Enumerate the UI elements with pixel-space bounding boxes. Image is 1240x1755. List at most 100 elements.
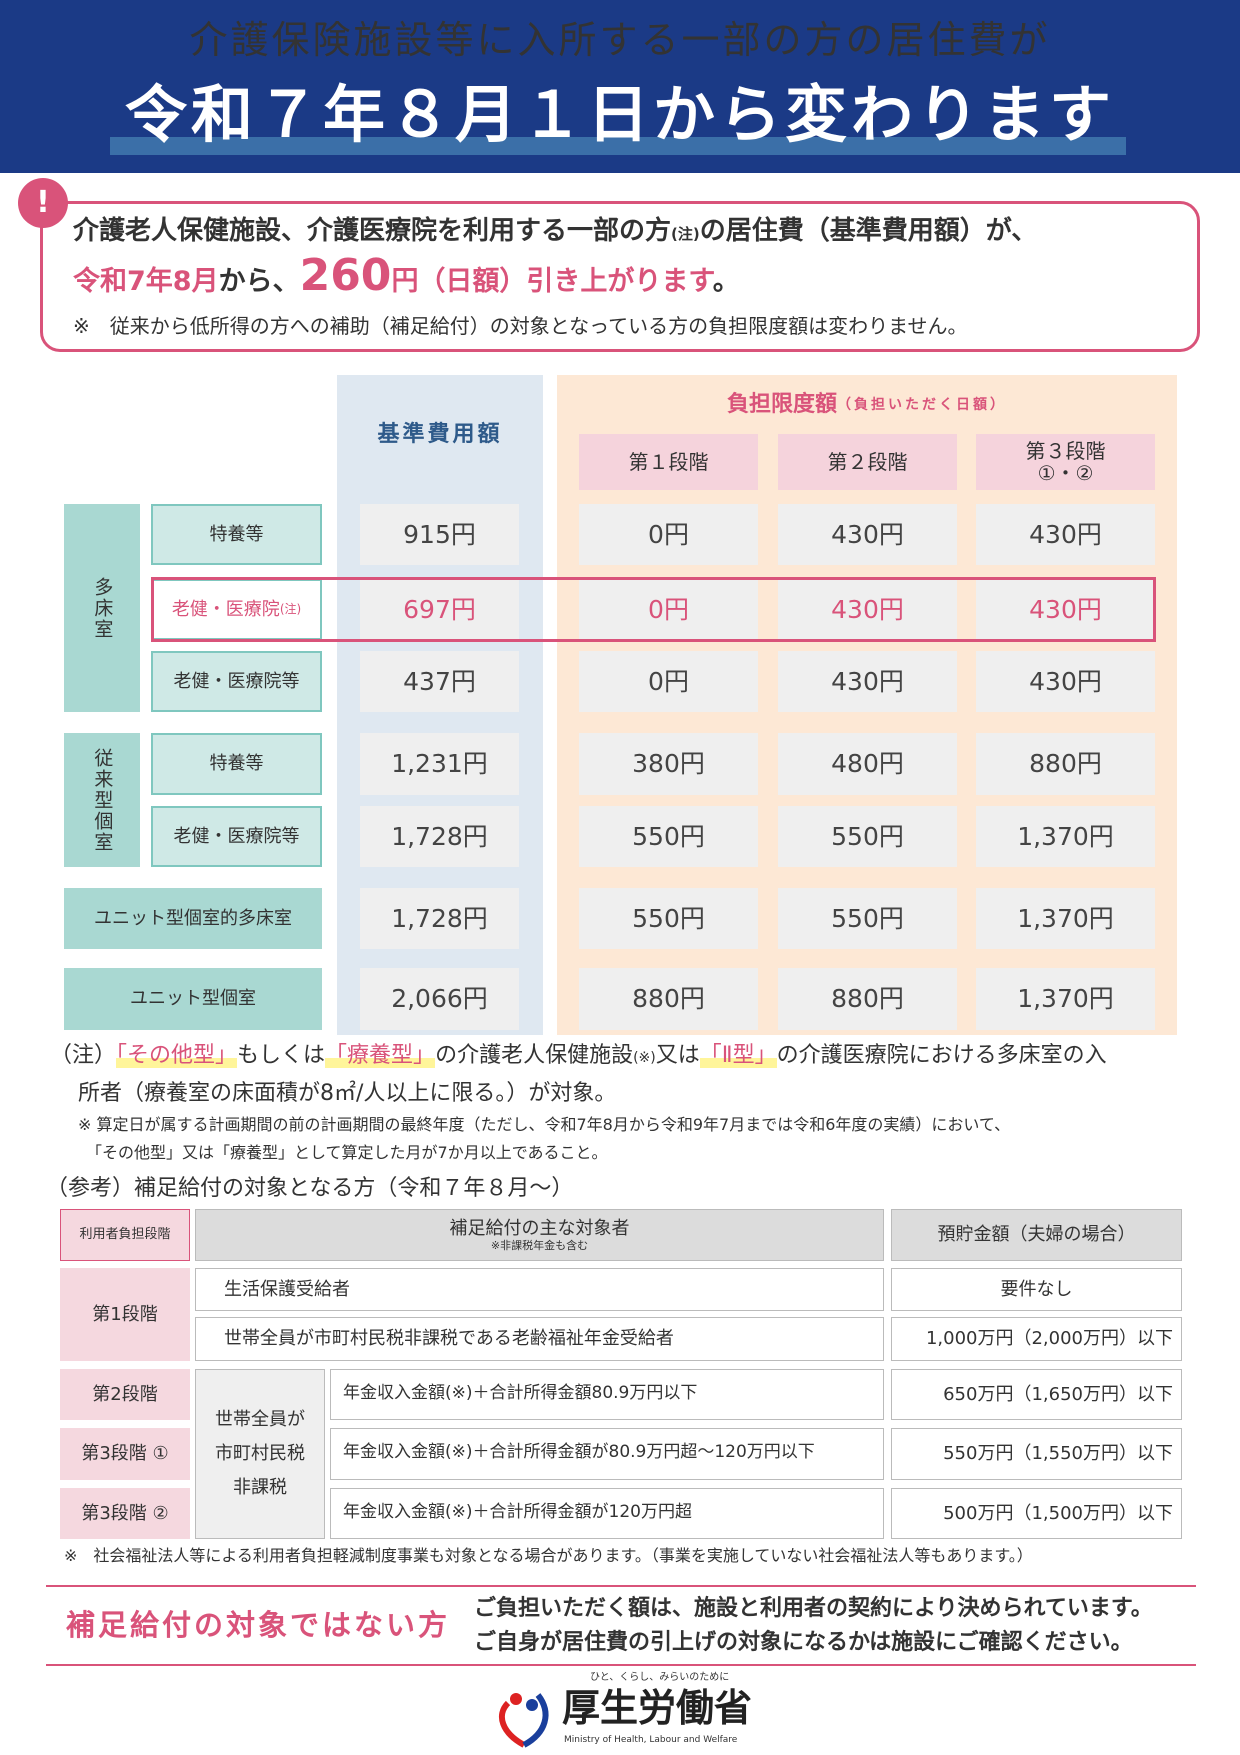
stage-2-header: 第２段階	[778, 434, 957, 490]
stage2-cell: 480円	[778, 733, 957, 795]
divider-bottom	[46, 1664, 1196, 1666]
header-line2: 令和７年８月１日から変わります	[124, 78, 1115, 151]
stage3-cell: 430円	[976, 651, 1155, 712]
base-cost-cell: 697円	[360, 579, 519, 640]
row-label: 老健・医療院等	[151, 651, 322, 712]
stage1-cell: 880円	[579, 968, 758, 1030]
stage-1-header: 第１段階	[579, 434, 758, 490]
alert-text: の居住費（基準費用額）が、	[699, 216, 1038, 246]
stage2-cell: 430円	[778, 651, 957, 712]
stage3b-label: 第3段階 ②	[60, 1488, 190, 1539]
row-label: 特養等	[151, 504, 322, 565]
base-cost-cell: 437円	[360, 651, 519, 712]
r2: 世帯全員が市町村民税非課税である老齢福祉年金受給者	[195, 1317, 884, 1361]
row-label-text: 老健・医療院等	[173, 825, 300, 847]
alert-text: 。	[712, 266, 740, 297]
header-line1: 介護保険施設等に入所する一部の方の居住費が	[189, 18, 1051, 62]
alert-note: ※ 従来から低所得の方への補助（補足給付）の対象となっている方の負担限度額は変わ…	[73, 314, 968, 338]
group-private-room: 従来型個室	[64, 733, 140, 867]
reference-title: （参考）補足給付の対象となる方（令和７年８月～）	[46, 1176, 574, 1201]
stage1-cell: 0円	[579, 504, 758, 565]
stage1-label: 第1段階	[60, 1268, 190, 1361]
base-header: 基準費用額	[377, 421, 503, 447]
r4-savings: 550万円（1,550万円）以下	[891, 1428, 1182, 1480]
r5: 年金収入金額(※)＋合計所得金額が120万円超	[330, 1488, 884, 1539]
stage2-label: 第2段階	[60, 1369, 190, 1420]
divider-top	[46, 1585, 1196, 1587]
stage2-cell: 550円	[778, 806, 957, 867]
row-label-text: 特養等	[209, 523, 264, 545]
header-underline	[110, 137, 1126, 155]
r3-savings: 650万円（1,650万円）以下	[891, 1369, 1182, 1420]
alert-box: 介護老人保健施設、介護医療院を利用する一部の方(注)の居住費（基準費用額）が、 …	[40, 201, 1200, 352]
row-label: ユニット型個室的多床室	[64, 888, 322, 949]
t: もしくは	[237, 1043, 326, 1068]
t: の介護医療院における多床室の入	[776, 1043, 1107, 1068]
r1: 生活保護受給者	[195, 1268, 884, 1311]
t: (※)	[633, 1050, 656, 1066]
stage1-cell: 550円	[579, 806, 758, 867]
exclamation-icon: !	[18, 178, 68, 228]
row-label-text: 特養等	[209, 753, 264, 775]
h-target-title: 補足給付の主な対象者	[449, 1217, 630, 1239]
alert-line1: 介護老人保健施設、介護医療院を利用する一部の方(注)の居住費（基準費用額）が、	[73, 216, 1037, 247]
h-stage: 利用者負担段階	[60, 1209, 190, 1261]
r4: 年金収入金額(※)＋合計所得金額が80.9万円超～120万円以下	[330, 1428, 884, 1480]
row-label: 老健・医療院 (注)	[151, 579, 322, 640]
stage1-cell: 0円	[579, 579, 758, 640]
logo-name: 厚生労働省	[562, 1686, 753, 1730]
row-label-text: 老健・医療院等	[173, 670, 300, 692]
logo-tagline: ひと、くらし、みらいのために	[590, 1672, 730, 1683]
alert-text: から、	[218, 266, 300, 297]
common-condition: 世帯全員が 市町村民税 非課税	[195, 1369, 325, 1539]
row-label-text: ユニット型個室	[130, 988, 256, 1010]
group-multi-bed: 多床室	[64, 504, 140, 712]
ref-footnote: ※ 社会福祉法人等による利用者負担軽減制度事業も対象となる場合があります。（事業…	[64, 1546, 1033, 1565]
type-other: 「その他型」	[116, 1043, 238, 1068]
alert-text: 円（日額）引き上がります	[391, 266, 713, 297]
stage3-cell: 430円	[976, 504, 1155, 565]
r3: 年金収入金額(※)＋合計所得金額80.9万円以下	[330, 1369, 884, 1420]
type-2: 「Ⅱ型」	[699, 1043, 777, 1068]
stage1-cell: 0円	[579, 651, 758, 712]
base-cost-cell: 915円	[360, 504, 519, 565]
stage3-cell: 1,370円	[976, 806, 1155, 867]
not-eligible-line2: ご自身が居住費の引上げの対象になるかは施設にご確認ください。	[474, 1630, 1133, 1655]
note-mark: (注)	[671, 225, 700, 243]
t: （注）	[50, 1043, 117, 1068]
base-cost-cell: 1,728円	[360, 888, 519, 949]
not-eligible-title: 補足給付の対象ではない方	[66, 1608, 451, 1642]
note-3: ※ 算定日が属する計画期間の前の計画期間の最終年度（ただし、令和7年8月から令和…	[78, 1115, 1011, 1134]
h-savings: 預貯金額（夫婦の場合）	[891, 1209, 1182, 1261]
note-4: 「その他型」又は「療養型」として算定した月が7か月以上であること。	[86, 1143, 608, 1162]
alert-line2: 令和7年8月から、260円（日額）引き上がります。	[73, 254, 740, 306]
stage2-cell: 550円	[778, 888, 957, 949]
stage2-cell: 880円	[778, 968, 957, 1030]
stage3-cell: 1,370円	[976, 888, 1155, 949]
stage3-cell: 1,370円	[976, 968, 1155, 1030]
row-label-text: 老健・医療院	[171, 598, 280, 620]
r1-savings: 要件なし	[891, 1268, 1182, 1311]
burden-subtitle: （負担いただく日額）	[837, 396, 1007, 413]
not-eligible-line1: ご負担いただく額は、施設と利用者の契約により決められています。	[474, 1596, 1153, 1621]
note-2: 所者（療養室の床面積が8㎡/人以上に限る。）が対象。	[78, 1081, 617, 1106]
alert-amount: 260	[299, 250, 392, 301]
note-mark: (注)	[279, 602, 302, 617]
stage3a-label: 第3段階 ①	[60, 1428, 190, 1480]
mhlw-logo-icon	[494, 1685, 554, 1749]
base-cost-cell: 1,728円	[360, 806, 519, 867]
stage3-cell: 430円	[976, 579, 1155, 640]
r2-savings: 1,000万円（2,000万円）以下	[891, 1317, 1182, 1361]
burden-title: 負担限度額	[726, 391, 837, 417]
alert-date: 令和7年8月	[73, 266, 219, 297]
row-label: 老健・医療院等	[151, 806, 322, 867]
row-label-text: ユニット型個室的多床室	[94, 907, 292, 929]
note-1: （注）「その他型」もしくは「療養型」の介護老人保健施設(※)又は「Ⅱ型」の介護医…	[50, 1043, 1107, 1069]
stage2-cell: 430円	[778, 579, 957, 640]
h-target: 補足給付の主な対象者 ※非課税年金も含む	[195, 1209, 884, 1261]
h-target-sub: ※非課税年金も含む	[490, 1239, 589, 1253]
alert-text: 介護老人保健施設、介護医療院を利用する一部の方	[73, 216, 672, 246]
type-care: 「療養型」	[325, 1043, 436, 1068]
stage1-cell: 380円	[579, 733, 758, 795]
row-label: ユニット型個室	[64, 968, 322, 1030]
